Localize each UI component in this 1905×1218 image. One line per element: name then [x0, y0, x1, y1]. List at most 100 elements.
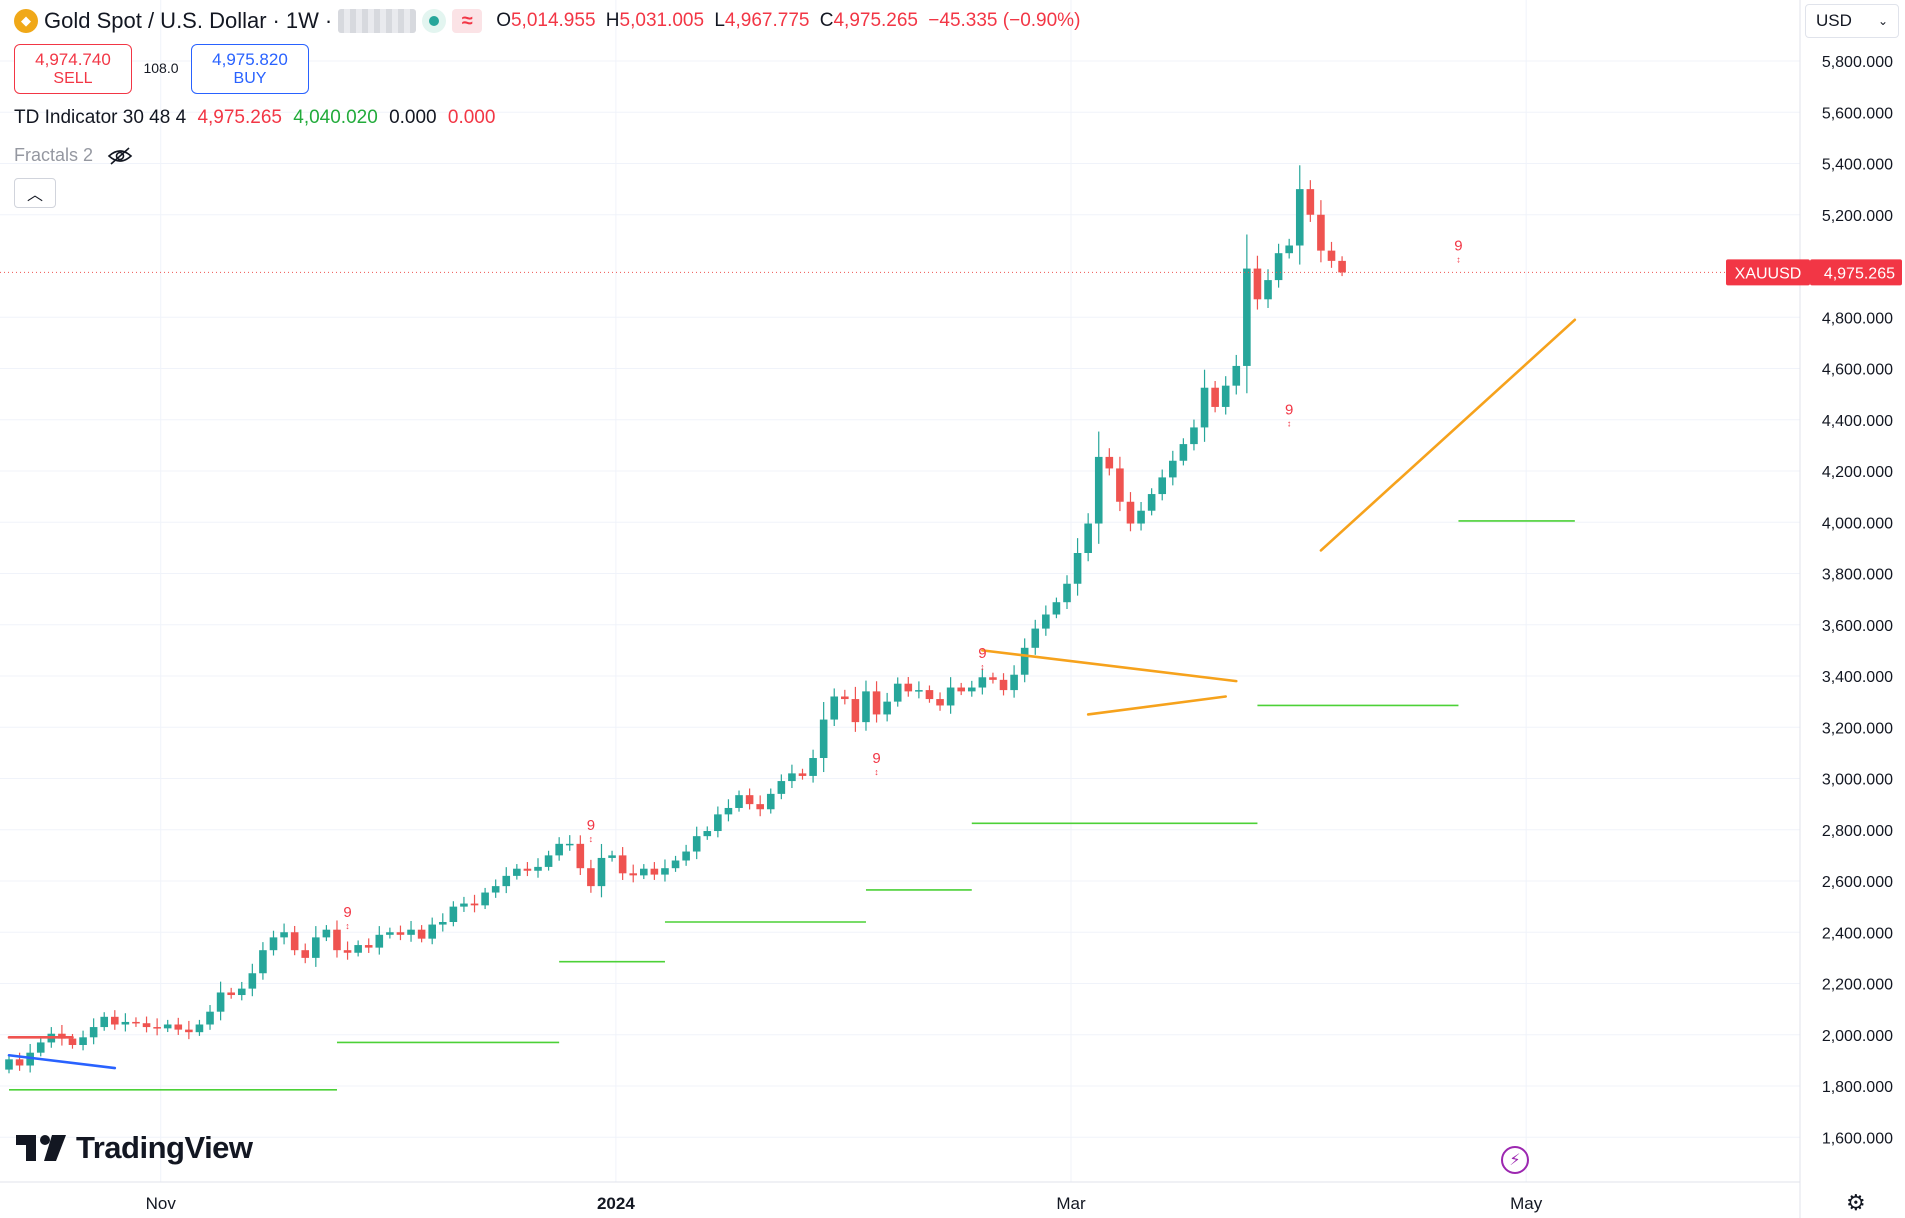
candle: [89, 1018, 98, 1045]
candle: [1105, 448, 1114, 476]
candle: [428, 917, 436, 945]
gold-logo-icon: ◆: [14, 9, 38, 33]
ohlc-readout: O5,014.955 H5,031.005 L4,967.775 C4,975.…: [496, 10, 1081, 31]
candle-body: [883, 701, 891, 715]
td9-arrow: ↕: [1287, 419, 1292, 429]
settings-gear-icon[interactable]: ⚙: [1846, 1190, 1866, 1215]
candle-body: [1116, 468, 1124, 502]
candle-body: [1063, 583, 1071, 603]
candle-body: [1338, 260, 1346, 273]
fractals-legend[interactable]: Fractals 2: [14, 145, 133, 166]
td9-arrow: ↕: [874, 767, 879, 777]
symbol-name[interactable]: Gold Spot / U.S. Dollar: [44, 8, 267, 33]
candle-body: [1094, 456, 1103, 524]
candle-body: [216, 992, 225, 1012]
sell-button[interactable]: 4,974.740 SELL: [14, 44, 132, 94]
candle: [872, 681, 881, 723]
candle-body: [163, 1024, 172, 1029]
candle: [989, 672, 997, 684]
candle: [206, 1005, 214, 1030]
candle: [1073, 538, 1082, 596]
candle-body: [671, 860, 680, 869]
candle-body: [121, 1021, 130, 1025]
candle-body: [174, 1024, 183, 1030]
candle: [936, 692, 944, 711]
candle-body: [449, 906, 458, 922]
candle: [58, 1025, 66, 1046]
td-indicator-legend[interactable]: TD Indicator 30 48 4 4,975.265 4,040.020…: [14, 107, 496, 128]
candle: [1317, 200, 1325, 263]
symbol-header[interactable]: ◆ Gold Spot / U.S. Dollar · 1W · ≈ O5,01…: [14, 8, 1085, 34]
candle-body: [1211, 387, 1219, 407]
candle-body: [1126, 501, 1135, 524]
candle-body: [1105, 456, 1114, 469]
candle: [1179, 438, 1188, 466]
candle: [1232, 354, 1241, 395]
candle-body: [618, 855, 627, 874]
candle-body: [967, 687, 976, 692]
candle: [1126, 492, 1135, 532]
wave-icon[interactable]: ≈: [452, 9, 483, 33]
candle: [523, 862, 532, 877]
buy-button[interactable]: 4,975.820 BUY: [191, 44, 309, 94]
candle-body: [1253, 268, 1262, 300]
candle: [1063, 575, 1071, 610]
change-value: −45.335 (−0.90%): [928, 10, 1081, 31]
td9-label: 9: [1285, 402, 1293, 419]
candle: [1094, 431, 1103, 544]
candle: [1116, 456, 1124, 512]
candle: [1285, 238, 1293, 259]
candle: [1306, 180, 1315, 222]
candle-body: [269, 937, 278, 951]
lightning-icon[interactable]: ⚡: [1501, 1146, 1529, 1174]
candle-body: [259, 950, 267, 974]
candle-body: [248, 973, 257, 989]
price-tick-label: 2,000.000: [1822, 1028, 1893, 1045]
candle-body: [1327, 250, 1336, 261]
eye-hidden-icon[interactable]: [107, 146, 133, 166]
candle-body: [925, 690, 934, 700]
candle-body: [142, 1023, 151, 1028]
candle: [491, 879, 500, 898]
collapse-legend-button[interactable]: ︿: [14, 178, 56, 208]
price-tick-label: 3,200.000: [1822, 720, 1893, 737]
price-tick-label: 4,400.000: [1822, 413, 1893, 430]
trendlines: [7, 318, 1577, 1070]
candle-body: [1306, 189, 1315, 215]
tradingview-logo[interactable]: TradingView: [16, 1130, 253, 1166]
candle: [766, 788, 775, 814]
market-open-icon[interactable]: [422, 9, 447, 33]
candle-body: [565, 843, 574, 846]
price-tick-label: 5,200.000: [1822, 208, 1893, 225]
candle: [745, 788, 754, 810]
candle-body: [1179, 444, 1188, 461]
candle: [396, 925, 405, 941]
currency-select[interactable]: USD ⌄: [1805, 4, 1899, 38]
candle: [386, 927, 394, 939]
candle: [1020, 638, 1029, 683]
candle: [333, 920, 341, 958]
candle-body: [1073, 553, 1082, 584]
trendline: [1086, 695, 1227, 716]
candle-body: [79, 1037, 87, 1045]
candle: [851, 686, 860, 732]
candle-body: [1020, 647, 1029, 675]
candle: [185, 1020, 193, 1040]
candle: [1274, 243, 1283, 288]
candle-body: [1232, 365, 1241, 386]
candle-body: [576, 843, 585, 869]
candle: [163, 1019, 172, 1033]
candle-body: [523, 868, 532, 871]
candle-body: [206, 1011, 214, 1025]
candle-body: [343, 950, 352, 953]
interval-label[interactable]: 1W: [285, 8, 319, 33]
price-axis: 5,800.000 5,600.000 5,400.000 5,200.000 4,80…: [1822, 54, 1893, 1147]
candle-body: [312, 937, 320, 958]
candle-body: [534, 866, 542, 871]
candle: [661, 859, 669, 882]
time-axis: Nov2024MarMayJulSepNov2025MarMayJulSepNo…: [146, 1194, 1543, 1213]
td9-label: 9: [587, 817, 595, 834]
candle-body: [1243, 268, 1251, 366]
td9-arrow: ↕: [980, 662, 985, 672]
